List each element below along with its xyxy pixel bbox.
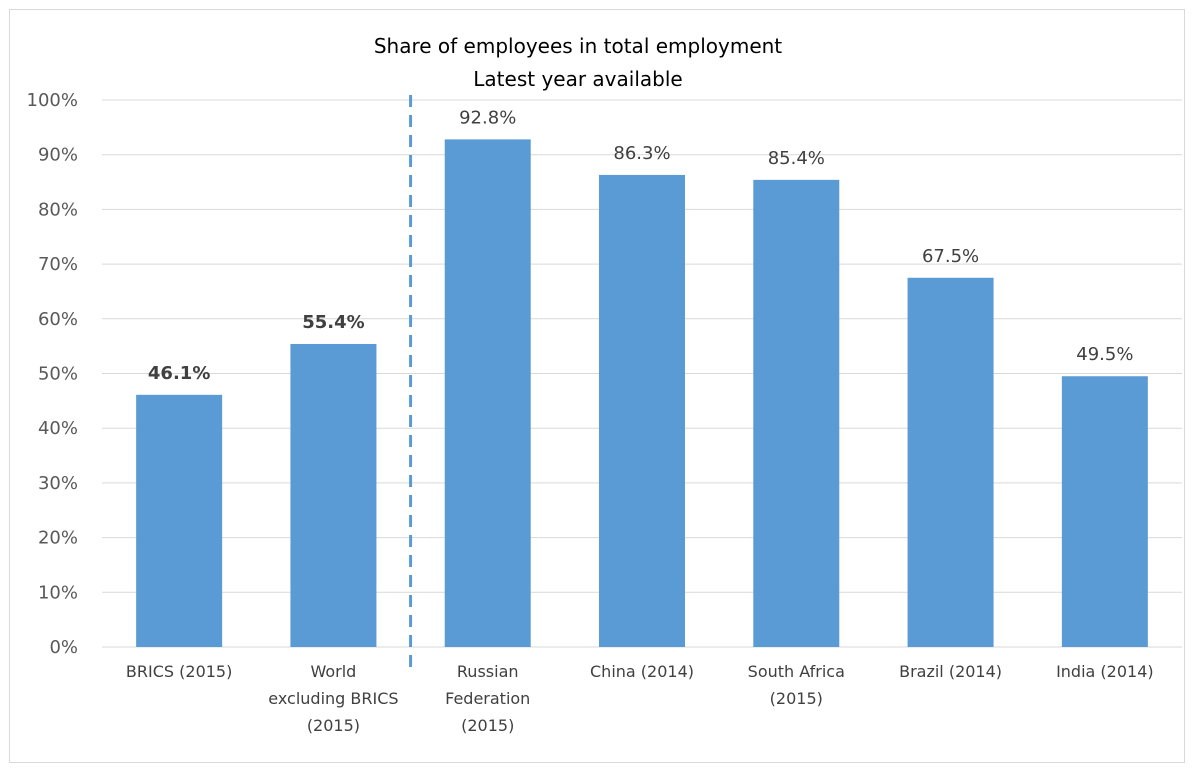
data-label: 86.3% <box>613 143 670 164</box>
bar <box>907 277 994 647</box>
category-label: China (2014) <box>590 662 694 681</box>
y-tick-label: 100% <box>27 90 78 111</box>
y-tick-label: 30% <box>38 473 78 494</box>
data-label: 67.5% <box>922 246 979 267</box>
data-label: 85.4% <box>768 148 825 169</box>
y-tick-label: 70% <box>38 254 78 275</box>
category-label: India (2014) <box>1056 662 1154 681</box>
chart-title: Share of employees in total employment <box>374 34 782 58</box>
y-tick-label: 20% <box>38 528 78 549</box>
category-label: Russian Federation (2015) <box>445 662 530 735</box>
data-label: 55.4% <box>302 312 364 333</box>
chart-subtitle: Latest year available <box>473 67 682 91</box>
data-label: 49.5% <box>1076 344 1133 365</box>
y-tick-label: 40% <box>38 418 78 439</box>
data-labels: 46.1% 55.4% 92.8% 86.3% 85.4% 67.5% 49.5% <box>148 107 1134 383</box>
y-tick-label: 80% <box>38 199 78 220</box>
category-label: World excluding BRICS (2015) <box>268 662 398 735</box>
bar <box>290 343 377 647</box>
bar <box>136 394 223 647</box>
y-tick-label: 50% <box>38 364 78 385</box>
y-tick-label: 0% <box>49 637 78 658</box>
y-tick-label: 10% <box>38 582 78 603</box>
bars <box>136 139 1148 647</box>
category-label: BRICS (2015) <box>126 662 232 681</box>
category-label: South Africa (2015) <box>748 662 845 708</box>
y-tick-label: 90% <box>38 145 78 166</box>
data-label: 92.8% <box>459 107 516 128</box>
bar-chart: Share of employees in total employment L… <box>27 34 1182 735</box>
chart-frame: Share of employees in total employment L… <box>9 9 1185 763</box>
x-axis-categories: BRICS (2015) World excluding BRICS (2015) Ru… <box>126 662 1154 735</box>
bar <box>444 139 531 647</box>
data-label: 46.1% <box>148 363 210 384</box>
category-label: Brazil (2014) <box>899 662 1002 681</box>
y-axis-ticks: 0% 10% 20% 30% 40% 50% 60% 70% 80% 90% 100% <box>27 90 78 658</box>
bar <box>1061 376 1148 647</box>
bar <box>599 174 685 647</box>
bar <box>753 179 840 647</box>
y-tick-label: 60% <box>38 309 78 330</box>
